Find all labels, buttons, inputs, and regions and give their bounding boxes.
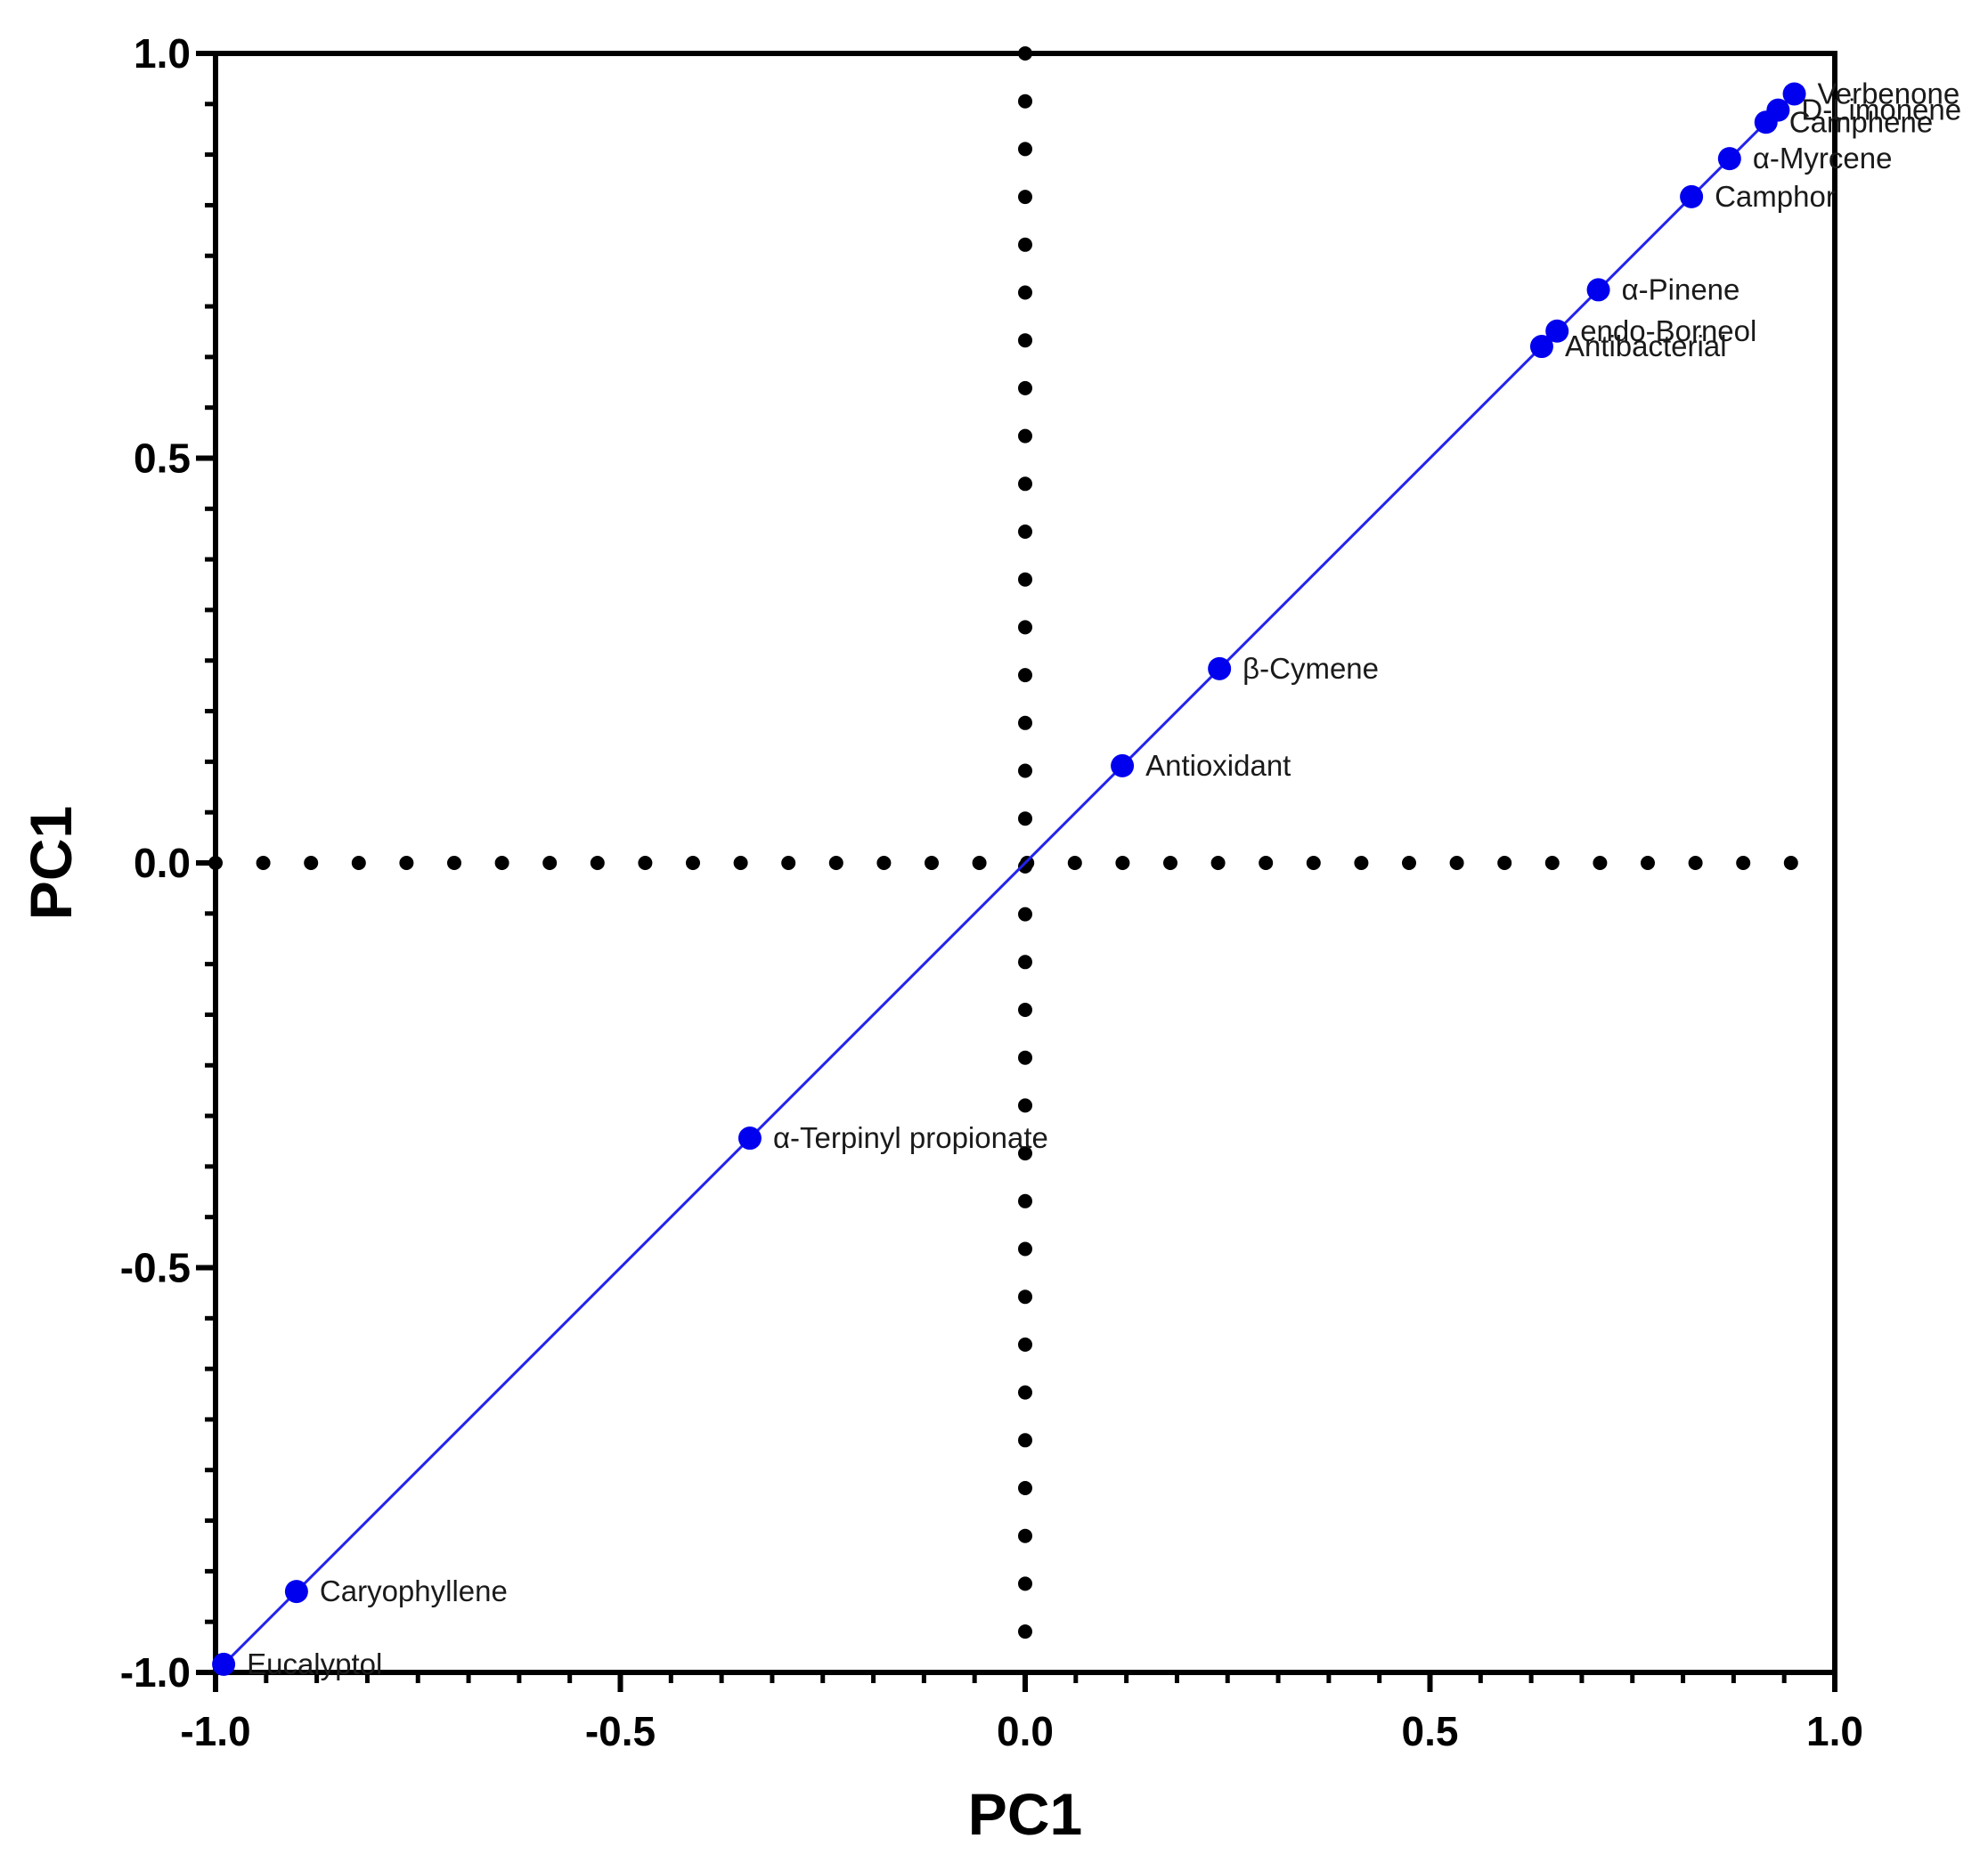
y-tick-label: 0.0: [134, 840, 191, 886]
data-points: [212, 82, 1806, 1676]
trend-line: [214, 93, 1796, 1674]
data-point: [1680, 184, 1704, 208]
data-point-label: D-Limonene: [1801, 94, 1961, 126]
reference-lines: [208, 46, 1818, 1647]
data-point-label: α-Terpinyl propionate: [773, 1121, 1048, 1154]
data-point-label: Camphene: [1789, 105, 1933, 138]
x-axis-title: PC1: [968, 1781, 1082, 1847]
x-tick-label: 1.0: [1806, 1708, 1863, 1754]
data-point: [737, 1127, 762, 1151]
data-point: [1782, 82, 1806, 106]
data-point: [1754, 110, 1778, 134]
axis-ticks: [196, 51, 1837, 1692]
data-point: [1545, 319, 1569, 343]
data-point-label: α-Myrcene: [1753, 142, 1893, 175]
data-point: [1529, 335, 1553, 359]
data-point-label: Verbenone: [1818, 77, 1960, 110]
axis-tick-labels: -1.0 -0.5 0.0 0.5 1.0 -1.0 -0.5 0.0 0.5 1.0: [120, 30, 1863, 1754]
y-tick-label: -0.5: [120, 1245, 191, 1291]
x-tick-label: -0.5: [585, 1708, 656, 1754]
y-tick-label: 0.5: [134, 435, 191, 482]
data-point: [1208, 656, 1232, 680]
y-tick-label: 1.0: [134, 30, 191, 77]
data-point-label: Eucalyptol: [247, 1647, 382, 1680]
y-tick-label: -1.0: [120, 1649, 191, 1696]
data-point: [1717, 147, 1741, 171]
data-point-label: Camphor: [1715, 180, 1836, 213]
x-tick-label: 0.5: [1402, 1708, 1459, 1754]
data-point-label: Antioxidant: [1145, 749, 1291, 782]
y-axis-title: PC1: [18, 806, 84, 920]
data-point-label: β-Cymene: [1242, 652, 1379, 685]
data-point-label: Caryophyllene: [320, 1574, 508, 1607]
x-tick-label: -1.0: [180, 1708, 250, 1754]
trend-line-group: [214, 93, 1796, 1674]
data-point: [1586, 278, 1610, 302]
data-point-label: Antibacterial: [1565, 329, 1727, 362]
data-point: [1111, 753, 1135, 777]
data-point: [284, 1580, 308, 1604]
data-point-label: endo-Borneol: [1580, 314, 1756, 347]
x-tick-label: 0.0: [997, 1708, 1054, 1754]
data-point-label: α-Pinene: [1622, 273, 1740, 305]
data-point: [212, 1652, 236, 1676]
